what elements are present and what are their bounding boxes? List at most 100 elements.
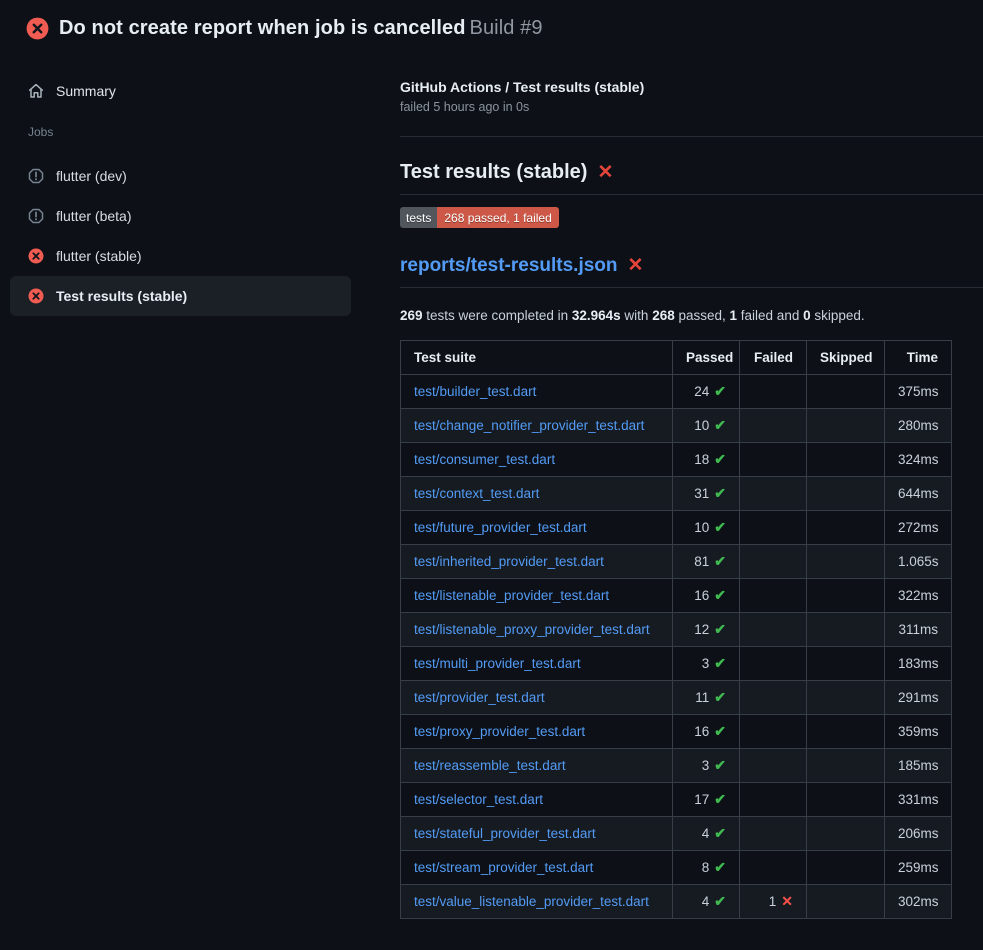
passed-cell: 8 ✔ — [672, 850, 740, 885]
count-value: 81 — [694, 554, 710, 569]
failed-cell — [739, 680, 807, 715]
count-value: 31 — [694, 486, 710, 501]
failed-cell: 1 ✕ — [739, 884, 807, 919]
check-icon: ✔ — [714, 825, 726, 841]
stop-icon — [28, 208, 44, 224]
suite-cell: test/future_provider_test.dart — [400, 510, 673, 545]
passed-cell: 10 ✔ — [672, 510, 740, 545]
failed-cell — [739, 816, 807, 851]
suite-link[interactable]: test/builder_test.dart — [414, 384, 537, 399]
passed-cell: 4 ✔ — [672, 816, 740, 851]
sidebar-item-flutter-beta[interactable]: flutter (beta) — [10, 196, 351, 236]
skipped-cell — [806, 442, 885, 477]
table-row: test/value_listenable_provider_test.dart… — [400, 884, 952, 919]
suite-link[interactable]: test/listenable_provider_test.dart — [414, 588, 610, 603]
badge-label: tests — [400, 207, 438, 228]
sidebar-item-label: Summary — [56, 83, 116, 99]
count-value: 4 — [701, 894, 710, 909]
suite-link[interactable]: test/value_listenable_provider_test.dart — [414, 894, 649, 909]
check-icon: ✔ — [714, 723, 726, 739]
suite-link[interactable]: test/change_notifier_provider_test.dart — [414, 418, 645, 433]
failed-cell — [739, 510, 807, 545]
time-cell: 206ms — [884, 816, 952, 851]
skipped-cell — [806, 612, 885, 647]
suite-link[interactable]: test/proxy_provider_test.dart — [414, 724, 586, 739]
check-icon: ✔ — [714, 587, 726, 603]
test-table-body: test/builder_test.dart 24 ✔ 375ms test/chang… — [400, 374, 952, 919]
main-content: GitHub Actions / Test results (stable) f… — [390, 53, 983, 919]
job-label: flutter (dev) — [56, 168, 127, 184]
x-circle-icon — [28, 248, 44, 264]
time-cell: 324ms — [884, 442, 952, 477]
stop-icon — [28, 168, 44, 184]
suite-link[interactable]: test/context_test.dart — [414, 486, 540, 501]
failed-cell — [739, 646, 807, 681]
suite-link[interactable]: test/multi_provider_test.dart — [414, 656, 581, 671]
failed-x-icon: ✕ — [597, 162, 614, 183]
count-value: 4 — [701, 826, 710, 841]
passed-cell: 18 ✔ — [672, 442, 740, 477]
check-icon: ✔ — [714, 519, 726, 535]
suite-cell: test/value_listenable_provider_test.dart — [400, 884, 673, 919]
report-file-link[interactable]: reports/test-results.json — [400, 255, 618, 276]
summary-segment: failed and — [737, 308, 804, 323]
suite-link[interactable]: test/listenable_proxy_provider_test.dart — [414, 622, 650, 637]
suite-cell: test/stateful_provider_test.dart — [400, 816, 673, 851]
suite-cell: test/provider_test.dart — [400, 680, 673, 715]
suite-cell: test/change_notifier_provider_test.dart — [400, 408, 673, 443]
failed-cell — [739, 748, 807, 783]
passed-cell: 16 ✔ — [672, 578, 740, 613]
time-cell: 311ms — [884, 612, 952, 647]
count-value: 17 — [694, 792, 710, 807]
table-row: test/proxy_provider_test.dart 16 ✔ 359ms — [400, 714, 952, 749]
summary-line: 269 tests were completed in 32.964s with… — [400, 308, 983, 323]
suite-cell: test/consumer_test.dart — [400, 442, 673, 477]
suite-link[interactable]: test/inherited_provider_test.dart — [414, 554, 604, 569]
suite-cell: test/context_test.dart — [400, 476, 673, 511]
failed-cell — [739, 408, 807, 443]
suite-link[interactable]: test/stream_provider_test.dart — [414, 860, 594, 875]
sidebar-item-flutter-dev[interactable]: flutter (dev) — [10, 156, 351, 196]
suite-link[interactable]: test/future_provider_test.dart — [414, 520, 587, 535]
table-header-row: Test suite Passed Failed Skipped Time — [400, 340, 952, 375]
skipped-cell — [806, 374, 885, 409]
suite-link[interactable]: test/reassemble_test.dart — [414, 758, 566, 773]
sidebar: Summary Jobs flutter (dev) flutter (beta… — [0, 53, 390, 316]
failed-cell — [739, 374, 807, 409]
check-icon: ✔ — [714, 417, 726, 433]
suite-cell: test/selector_test.dart — [400, 782, 673, 817]
table-row: test/context_test.dart 31 ✔ 644ms — [400, 476, 952, 511]
passed-cell: 81 ✔ — [672, 544, 740, 579]
failed-cell — [739, 442, 807, 477]
failed-x-icon: ✕ — [627, 255, 644, 276]
tests-badge: tests 268 passed, 1 failed — [400, 207, 559, 228]
x-circle-icon — [28, 288, 44, 304]
skipped-cell — [806, 408, 885, 443]
column-header: Time — [884, 340, 952, 375]
time-cell: 644ms — [884, 476, 952, 511]
sidebar-item-flutter-stable[interactable]: flutter (stable) — [10, 236, 351, 276]
time-cell: 375ms — [884, 374, 952, 409]
suite-link[interactable]: test/selector_test.dart — [414, 792, 544, 807]
failed-cell — [739, 714, 807, 749]
suite-cell: test/reassemble_test.dart — [400, 748, 673, 783]
skipped-cell — [806, 714, 885, 749]
skipped-cell — [806, 578, 885, 613]
table-row: test/selector_test.dart 17 ✔ 331ms — [400, 782, 952, 817]
table-row: test/reassemble_test.dart 3 ✔ 185ms — [400, 748, 952, 783]
sidebar-item-test-results-stable[interactable]: Test results (stable) — [10, 276, 351, 316]
time-cell: 259ms — [884, 850, 952, 885]
count-value: 11 — [695, 690, 710, 705]
column-header: Skipped — [806, 340, 885, 375]
count-value: 18 — [694, 452, 710, 467]
page-header: Do not create report when job is cancell… — [0, 0, 983, 53]
job-label: flutter (stable) — [56, 248, 142, 264]
summary-segment: tests were completed in — [422, 308, 572, 323]
run-title-text: Do not create report when job is cancell… — [59, 17, 466, 39]
suite-link[interactable]: test/consumer_test.dart — [414, 452, 556, 467]
sidebar-item-summary[interactable]: Summary — [10, 77, 390, 105]
suite-link[interactable]: test/stateful_provider_test.dart — [414, 826, 596, 841]
check-icon: ✔ — [714, 485, 726, 501]
suite-link[interactable]: test/provider_test.dart — [414, 690, 545, 705]
table-row: test/listenable_provider_test.dart 16 ✔ 322… — [400, 578, 952, 613]
